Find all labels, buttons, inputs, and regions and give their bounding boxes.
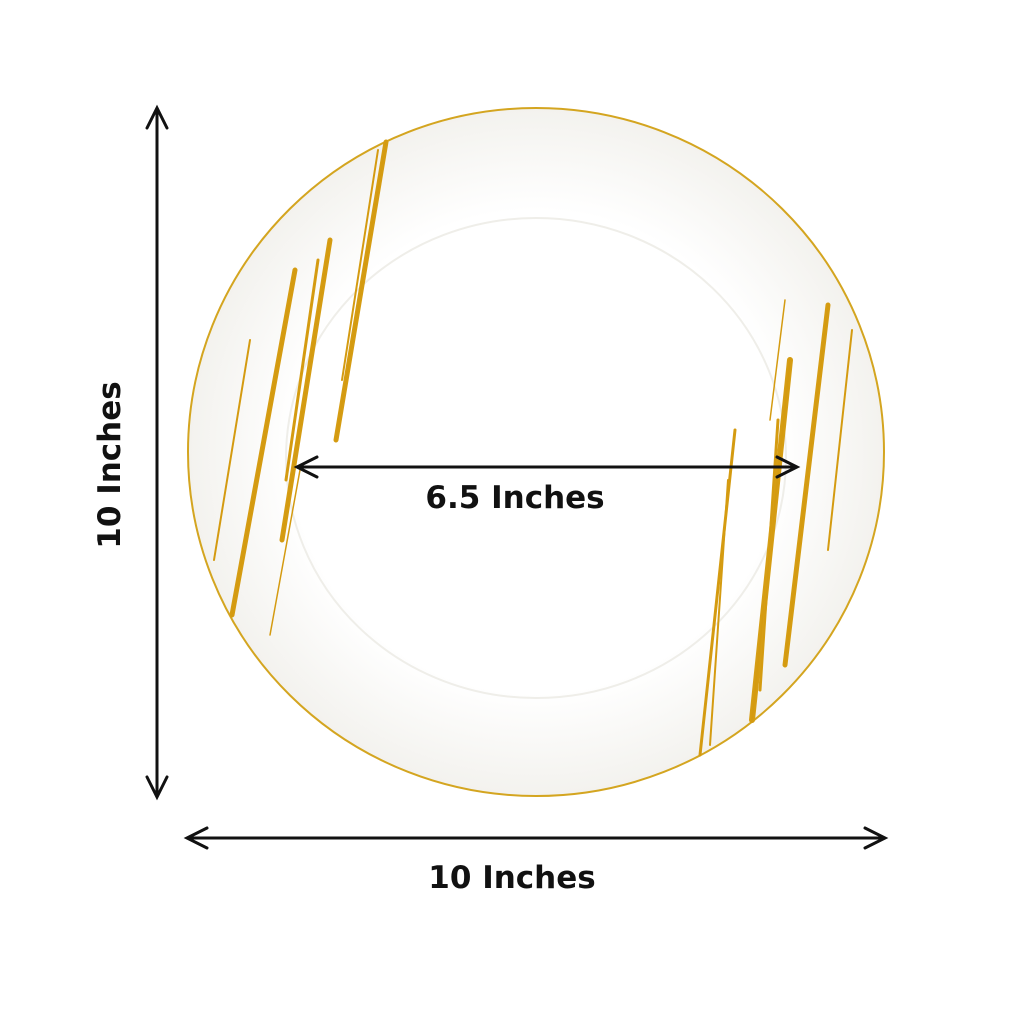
gold-brush-strokes-right (698, 299, 853, 757)
inner-diameter-label: 6.5 Inches (425, 480, 605, 516)
width-arrow (183, 826, 889, 850)
height-label: 10 Inches (92, 381, 128, 549)
width-label: 10 Inches (428, 860, 596, 896)
inner-diameter-arrow (293, 455, 801, 479)
height-arrow (145, 104, 169, 801)
gold-brush-strokes-left (213, 139, 389, 636)
